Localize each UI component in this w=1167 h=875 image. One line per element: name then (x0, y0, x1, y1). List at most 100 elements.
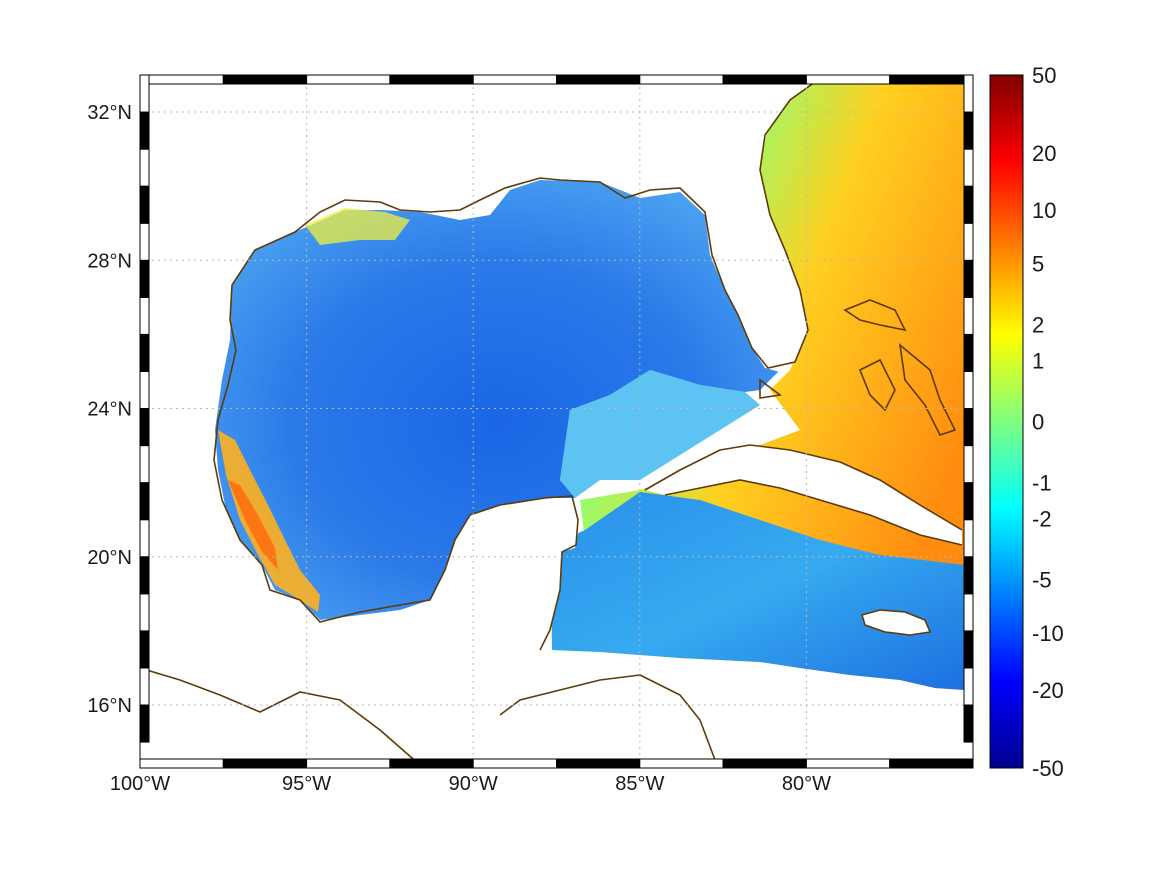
frame-segment-right (963, 148, 974, 187)
frame-segment-left (139, 74, 150, 113)
frame-segment-right (963, 74, 974, 113)
colorbar-scale (989, 74, 1024, 769)
coastlines (140, 81, 963, 766)
colorbar-tick-label: 1 (1032, 348, 1044, 373)
frame-segment-top (222, 74, 308, 85)
colorbar-tick-label: -5 (1032, 567, 1052, 592)
frame-segment-right (963, 333, 974, 372)
colorbar-tick-label: -2 (1032, 506, 1052, 531)
map-grid (140, 75, 973, 768)
latitude-tick-labels: 32°N 28°N 24°N 20°N 16°N (87, 102, 132, 717)
frame-segment-top (389, 74, 474, 85)
frame-segment-bottom (889, 758, 974, 769)
florida-land (705, 82, 815, 372)
frame-segment-right (963, 185, 974, 224)
lon-tick-label: 80°W (782, 773, 831, 795)
frame-segment-right (963, 445, 974, 484)
gulf-coastline (213, 81, 816, 651)
frame-segment-top (639, 74, 724, 85)
frame-segment-bottom (556, 758, 641, 769)
north-shelf-anomaly (305, 208, 410, 245)
ocean-data-field (215, 82, 965, 690)
frame-segment-right (963, 296, 974, 335)
caribbean-field (552, 492, 965, 690)
frame-segment-top (306, 74, 391, 85)
lon-tick-label: 95°W (282, 773, 331, 795)
frame-segment-left (139, 556, 150, 595)
frame-segment-bottom (306, 758, 391, 769)
frame-segment-right (963, 482, 974, 521)
frame-segment-right (963, 370, 974, 410)
lon-tick-label: 100°W (110, 773, 170, 795)
frame-segment-right (963, 630, 974, 669)
frame-segment-bottom (639, 758, 724, 769)
frame-segment-left (139, 259, 150, 298)
frame-segment-right (963, 704, 974, 743)
map-frame (139, 74, 974, 769)
bahamas-coastline (759, 299, 957, 436)
colorbar-tick-label: -1 (1032, 471, 1052, 496)
frame-segment-right (963, 667, 974, 706)
frame-segment-left (139, 148, 150, 187)
frame-segment-bottom (222, 758, 308, 769)
frame-segment-left (139, 185, 150, 224)
frame-segment-left (139, 519, 150, 558)
colorbar-tick-label: -10 (1032, 621, 1064, 646)
central-america-coastline (140, 667, 716, 766)
colorbar-tick-label: 0 (1032, 410, 1044, 435)
yucatan-land (415, 498, 580, 700)
frame-segment-right (963, 222, 974, 261)
florida-straits-field (560, 370, 760, 498)
jamaica-coastline (860, 609, 932, 636)
frame-segment-left (139, 445, 150, 484)
frame-segment-left (139, 667, 150, 706)
frame-segment-left (139, 370, 150, 410)
frame-segment-left (139, 333, 150, 372)
cuba-coastline (644, 444, 963, 546)
lon-tick-label: 90°W (449, 773, 498, 795)
colorbar-tick-label: 20 (1032, 141, 1056, 166)
frame-segment-left (139, 704, 150, 743)
colorbar-tick-label: 5 (1032, 252, 1044, 277)
longitude-tick-labels: 100°W 95°W 90°W 85°W 80°W (110, 773, 831, 795)
frame-segment-top (889, 74, 974, 85)
frame-segment-right (963, 408, 974, 447)
frame-segment-left (139, 408, 150, 447)
lat-tick-label: 20°N (87, 547, 132, 569)
frame-segment-right (963, 556, 974, 595)
frame-segment-top (805, 74, 891, 85)
frame-segment-left (139, 593, 150, 632)
frame-segment-bottom (805, 758, 891, 769)
frame-segment-top (139, 74, 224, 85)
frame-segment-right (963, 519, 974, 558)
frame-segment-bottom (722, 758, 807, 769)
frame-segment-left (139, 111, 150, 150)
frame-segment-left (139, 222, 150, 261)
frame-segment-top (556, 74, 641, 85)
frame-segment-top (722, 74, 807, 85)
frame-segment-top (472, 74, 558, 85)
frame-segment-right (963, 259, 974, 298)
colorbar-tick-label: -50 (1032, 756, 1064, 781)
frame-segment-bottom (389, 758, 474, 769)
west-coast-hot-core (228, 480, 278, 570)
frame-segment-left (139, 630, 150, 669)
lat-tick-label: 24°N (87, 399, 132, 421)
lat-tick-label: 16°N (87, 695, 132, 717)
west-coast-warm-anomaly (218, 430, 320, 612)
colorbar-tick-label: -20 (1032, 678, 1064, 703)
colorbar-tick-label: 10 (1032, 198, 1056, 223)
lat-tick-label: 32°N (87, 102, 132, 124)
frame-segment-left (139, 482, 150, 521)
lat-tick-label: 28°N (87, 250, 132, 272)
frame-segment-right (963, 111, 974, 150)
frame-segment-bottom (472, 758, 558, 769)
colorbar-tick-label: 2 (1032, 313, 1044, 338)
frame-segment-left (139, 296, 150, 335)
gulf-of-mexico-field (215, 180, 780, 620)
frame-segment-right (963, 593, 974, 632)
lon-tick-label: 85°W (615, 773, 664, 795)
